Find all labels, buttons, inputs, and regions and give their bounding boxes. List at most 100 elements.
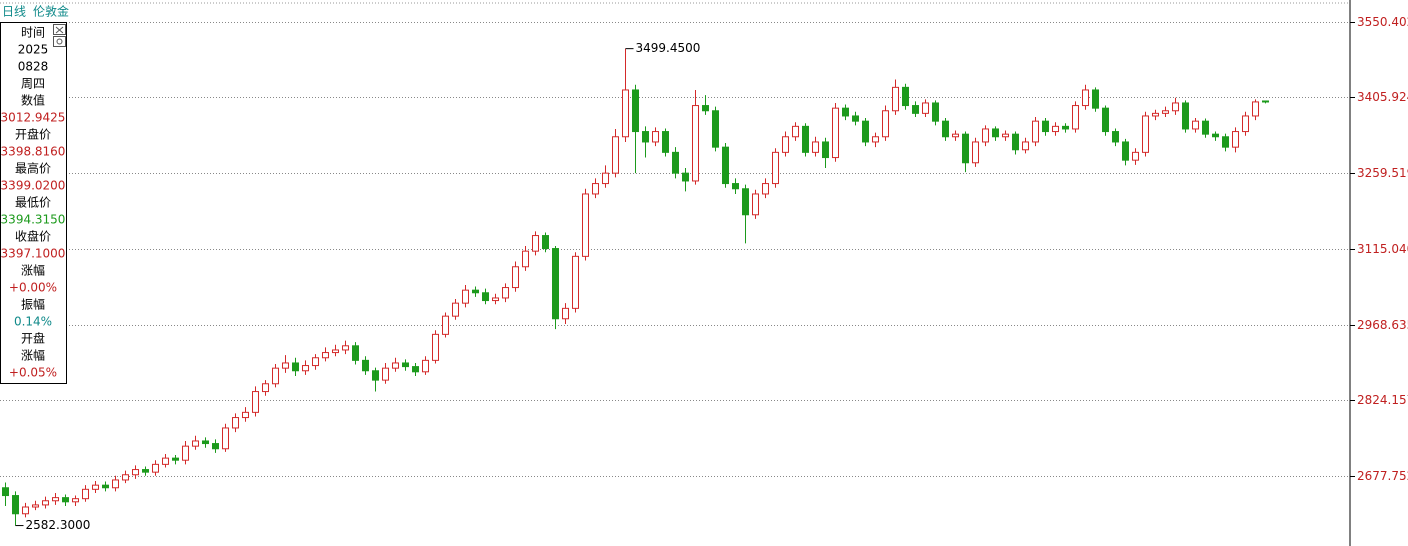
y-tick-label: 3259.519 bbox=[1357, 166, 1408, 180]
candle-body bbox=[522, 250, 529, 268]
candle-body bbox=[612, 136, 619, 174]
candle-body bbox=[1262, 100, 1269, 103]
candle-body bbox=[272, 367, 279, 385]
info-text: 开盘价 bbox=[15, 127, 51, 142]
candle-body bbox=[332, 349, 339, 354]
candle-body bbox=[792, 125, 799, 138]
info-text: +0.00% bbox=[9, 281, 57, 295]
candle-body bbox=[282, 362, 289, 369]
candle-body bbox=[322, 352, 329, 359]
info-text: 收盘价 bbox=[15, 229, 51, 244]
candle-body bbox=[422, 359, 429, 373]
candle-body bbox=[202, 440, 209, 445]
candle-body bbox=[1242, 115, 1249, 133]
candle-body bbox=[132, 469, 139, 476]
candle-body bbox=[1182, 102, 1189, 130]
candle-body bbox=[372, 370, 379, 381]
candle-body bbox=[12, 495, 19, 515]
candle-body bbox=[432, 333, 439, 361]
candle-body bbox=[462, 289, 469, 304]
candle-body bbox=[962, 133, 969, 164]
candle-body bbox=[572, 255, 579, 309]
candle-body bbox=[1152, 112, 1159, 117]
candle-body bbox=[122, 474, 129, 481]
candle-body bbox=[1252, 101, 1259, 117]
candle-body bbox=[512, 266, 519, 289]
candle-body bbox=[252, 391, 259, 413]
candle-body bbox=[742, 188, 749, 216]
y-tick-label: 3115.040 bbox=[1357, 242, 1408, 256]
candle-body bbox=[652, 131, 659, 143]
info-text: 3394.3150 bbox=[1, 213, 66, 227]
info-text: 3399.0200 bbox=[1, 179, 66, 193]
y-tick-label: 3550.402 bbox=[1357, 15, 1408, 29]
header-label: 日线 bbox=[2, 5, 26, 19]
info-text: 时间 bbox=[21, 26, 45, 40]
candle-body bbox=[1102, 107, 1109, 133]
candle-body bbox=[902, 86, 909, 107]
candle-body bbox=[312, 357, 319, 367]
candle-body bbox=[1012, 133, 1019, 151]
info-text: 涨幅 bbox=[21, 348, 45, 363]
candle-body bbox=[802, 125, 809, 153]
candle-body bbox=[492, 297, 499, 302]
candle-body bbox=[562, 307, 569, 320]
candle-body bbox=[1072, 105, 1079, 130]
candle-body bbox=[582, 193, 589, 257]
candle-body bbox=[452, 302, 459, 317]
info-text: 最低价 bbox=[15, 196, 51, 210]
candle-body bbox=[172, 457, 179, 461]
candle-body bbox=[52, 497, 59, 502]
candle-body bbox=[262, 383, 269, 393]
candle-body bbox=[2, 487, 9, 497]
candle-body bbox=[1132, 151, 1139, 161]
candle-body bbox=[782, 136, 789, 153]
info-text: 周四 bbox=[21, 77, 45, 91]
candle-body bbox=[1042, 120, 1049, 133]
candle-body bbox=[732, 183, 739, 190]
candle-body bbox=[182, 445, 189, 461]
candle-body bbox=[992, 128, 999, 138]
candle-body bbox=[982, 128, 989, 143]
high-label: 3499.4500 bbox=[636, 41, 701, 55]
candle-body bbox=[922, 102, 929, 114]
y-tick-label: 2968.635 bbox=[1357, 318, 1408, 332]
info-text: 2025 bbox=[18, 43, 49, 57]
candle-body bbox=[822, 141, 829, 159]
candle-body bbox=[72, 498, 79, 503]
candle-body bbox=[192, 440, 199, 447]
candle-body bbox=[112, 479, 119, 489]
candle-body bbox=[632, 89, 639, 133]
candle-body bbox=[292, 362, 299, 372]
candle-body bbox=[972, 141, 979, 164]
candle-body bbox=[212, 443, 219, 450]
candle-body bbox=[22, 506, 29, 515]
candle-body bbox=[862, 120, 869, 143]
candle-body bbox=[752, 193, 759, 216]
candle-body bbox=[92, 484, 99, 490]
candle-body bbox=[552, 248, 559, 320]
candle-body bbox=[762, 183, 769, 195]
candle-body bbox=[942, 120, 949, 138]
info-text: 开盘 bbox=[21, 331, 45, 346]
candle-body bbox=[152, 463, 159, 473]
info-text: 涨幅 bbox=[21, 263, 45, 278]
settings-button[interactable] bbox=[53, 36, 66, 47]
header-label: 伦敦金 bbox=[33, 4, 69, 19]
candle-body bbox=[542, 235, 549, 250]
info-text: 振幅 bbox=[21, 297, 45, 312]
candle-body bbox=[662, 131, 669, 153]
candle-body bbox=[872, 136, 879, 143]
candle-body bbox=[162, 457, 169, 465]
candle-body bbox=[1052, 125, 1059, 133]
candle-body bbox=[1062, 125, 1069, 130]
candle-body bbox=[1002, 133, 1009, 138]
candle-body bbox=[1142, 115, 1149, 153]
candle-body bbox=[32, 504, 39, 508]
info-text: 最高价 bbox=[15, 161, 51, 176]
candle-body bbox=[242, 411, 249, 419]
candle-body bbox=[842, 107, 849, 117]
candle-body bbox=[482, 292, 489, 302]
